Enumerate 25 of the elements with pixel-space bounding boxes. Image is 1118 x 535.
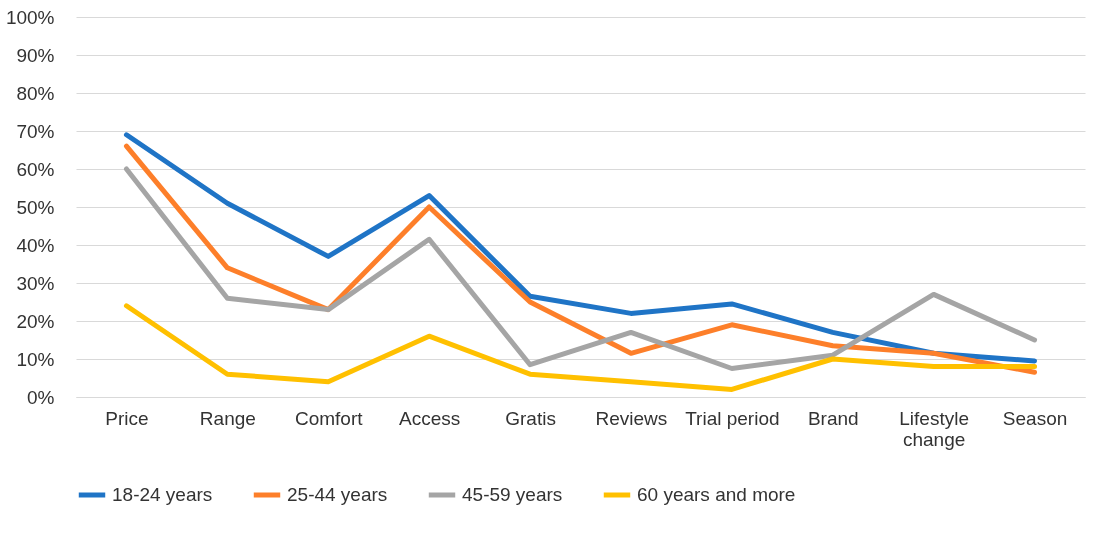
- legend-label: 18-24 years: [112, 484, 213, 505]
- x-tick-label: Comfort: [294, 407, 364, 429]
- x-tick-label: Range: [199, 407, 256, 429]
- y-tick-label: 50%: [16, 196, 55, 218]
- x-tick-label: Trial period: [685, 407, 780, 429]
- y-tick-label: 0%: [27, 386, 55, 408]
- x-tick-label: Season: [1002, 407, 1068, 429]
- x-tick-label: Brand: [807, 407, 859, 429]
- y-tick-label: 90%: [16, 44, 55, 66]
- legend-label: 45-59 years: [462, 484, 563, 505]
- y-tick-label: 30%: [16, 272, 55, 294]
- x-tick-label: Access: [399, 407, 461, 429]
- x-tick-label: Price: [105, 407, 149, 429]
- x-tick-label: Reviews: [595, 407, 668, 429]
- y-tick-label: 100%: [5, 6, 55, 28]
- x-tick-label: Gratis: [505, 407, 556, 429]
- legend-label: 25-44 years: [287, 484, 388, 505]
- y-tick-label: 70%: [16, 120, 55, 142]
- y-tick-label: 40%: [16, 234, 55, 256]
- y-tick-label: 80%: [16, 82, 55, 104]
- x-tick-label: Lifestyle change: [899, 407, 969, 450]
- y-tick-label: 10%: [16, 348, 55, 370]
- y-tick-label: 60%: [16, 158, 55, 180]
- y-tick-label: 20%: [16, 310, 55, 332]
- legend-label: 60 years and more: [637, 484, 796, 505]
